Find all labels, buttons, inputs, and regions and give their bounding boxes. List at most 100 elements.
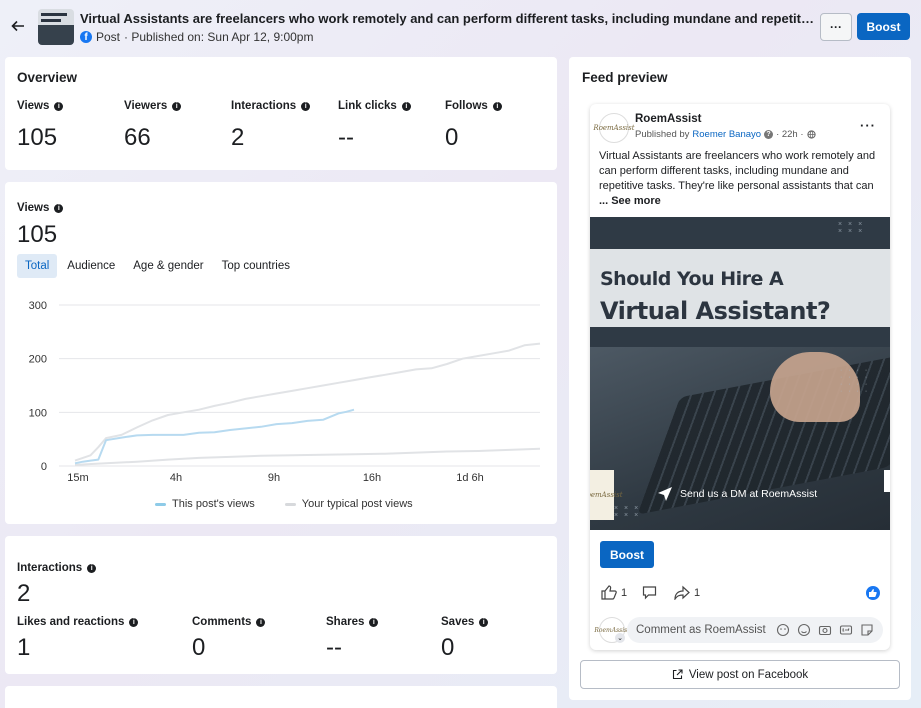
thumbs-up-icon [601, 585, 617, 600]
published-date: · Published on: Sun Apr 12, 9:00pm [124, 30, 314, 44]
x-tick-label: 4h [170, 472, 182, 484]
y-tick-label: 300 [29, 300, 47, 312]
tab-age-gender[interactable]: Age & gender [133, 260, 204, 272]
post-type: Post [96, 30, 121, 44]
legend-this-post: This post's views [155, 498, 255, 510]
interactions-value: 2 [17, 580, 31, 607]
view-on-facebook-label: View post on Facebook [688, 668, 809, 681]
image-cta: Send us a DM at RoemAssist [656, 485, 817, 503]
arrow-left-icon [11, 20, 24, 32]
views-line-chart: 0 100 200 300 15m 4h 9h 16h 1d 6h [29, 300, 541, 484]
overview-metric-label: Views i [17, 100, 64, 112]
x-tick-label: 9h [268, 472, 280, 484]
like-action[interactable]: 1 [601, 585, 627, 600]
image-headline-1: Should You Hire A [600, 268, 784, 290]
y-tick-label: 100 [29, 407, 47, 419]
author-name[interactable]: Roemer Banayo [692, 129, 762, 140]
like-reaction-icon [866, 586, 880, 600]
legend-typical: Your typical post views [284, 498, 413, 510]
image-headline-2: Virtual Assistant? [600, 297, 831, 325]
series-typical-lower-line [74, 447, 541, 466]
post-more-icon[interactable]: ··· [860, 118, 876, 133]
post-title: Virtual Assistants are freelancers who w… [80, 11, 816, 26]
legend-label: This post's views [172, 498, 255, 510]
carousel-edge [884, 470, 890, 492]
external-link-icon [672, 669, 683, 680]
overview-card: Overview Views i 105 Viewers i 66 Interactions… [5, 57, 557, 170]
views-card: Views i 105 Total Audience Age & gender … [5, 182, 557, 524]
interaction-metric-value: -- [326, 634, 342, 661]
legend-swatch [155, 502, 166, 506]
comment-tools [776, 623, 874, 637]
avatar-sticker-icon[interactable] [776, 623, 790, 637]
interaction-metric-label: Comments i [192, 616, 266, 628]
comment-action[interactable] [642, 585, 657, 600]
overview-metric-value: 105 [17, 124, 58, 151]
info-icon[interactable]: i [479, 617, 489, 627]
send-icon [658, 487, 672, 501]
sticker-icon[interactable] [860, 623, 874, 637]
info-icon[interactable]: i [301, 101, 311, 111]
overview-metric-label: Interactions i [231, 100, 311, 112]
interactions-label: Interactions i [17, 562, 97, 574]
share-action[interactable]: 1 [674, 585, 700, 600]
dot-pattern: · · · · · · · · · · · · · · · · [840, 367, 870, 395]
globe-icon [806, 130, 816, 139]
page-avatar[interactable]: RoemAssist [593, 113, 635, 143]
legend-label: Your typical post views [301, 498, 413, 510]
metric-label-text: Follows [445, 100, 488, 112]
metric-label-text: Shares [326, 616, 365, 628]
info-icon[interactable]: i [87, 563, 97, 573]
tab-total[interactable]: Total [17, 254, 58, 278]
y-tick-label: 0 [41, 461, 47, 473]
tab-top-countries[interactable]: Top countries [221, 260, 291, 272]
overview-metric-value: 0 [445, 124, 459, 151]
post-boost-button[interactable]: Boost [600, 541, 654, 568]
info-icon[interactable]: i [492, 101, 502, 111]
dot-pattern: × × × × × × [614, 505, 641, 519]
tab-audience[interactable]: Audience [67, 260, 116, 272]
facebook-icon: f [80, 31, 92, 43]
view-on-facebook-button[interactable]: View post on Facebook [580, 660, 900, 689]
metric-label-text: Link clicks [338, 100, 397, 112]
gif-icon[interactable] [839, 623, 853, 637]
series-typical-upper-line [74, 342, 541, 462]
info-icon[interactable]: i [54, 203, 64, 213]
series-this-post-line [74, 408, 355, 465]
page-name[interactable]: RoemAssist [635, 113, 702, 125]
info-icon[interactable]: i [54, 101, 64, 111]
views-label: Views i [17, 202, 64, 214]
info-icon[interactable]: i [172, 101, 182, 111]
help-icon: ? [764, 130, 774, 139]
see-more-link[interactable]: ... See more [599, 195, 661, 207]
interaction-metric-value: 0 [192, 634, 206, 661]
info-icon[interactable]: i [369, 617, 379, 627]
back-button[interactable] [6, 14, 30, 38]
like-count: 1 [621, 586, 628, 599]
comment-placeholder: Comment as RoemAssist [636, 624, 766, 636]
image-cta-text: Send us a DM at RoemAssist [680, 488, 818, 500]
post-time: · 22h · [776, 129, 804, 140]
more-options-button[interactable]: ··· [820, 13, 852, 41]
boost-button[interactable]: Boost [857, 13, 910, 40]
post-text: Virtual Assistants are freelancers who w… [599, 149, 883, 209]
interactions-label-text: Interactions [17, 562, 83, 574]
camera-icon[interactable] [818, 623, 832, 637]
info-icon[interactable]: i [256, 617, 266, 627]
emoji-icon[interactable] [797, 623, 811, 637]
share-icon [674, 585, 690, 600]
post-thumbnail [38, 9, 74, 45]
info-icon[interactable]: i [401, 101, 411, 111]
post-image[interactable]: × × × × × × Should You Hire A Virtual Ass… [590, 217, 890, 530]
legend-swatch [284, 502, 296, 506]
chart-legend: This post's views Your typical post view… [155, 498, 413, 510]
x-tick-label: 1d 6h [456, 472, 484, 484]
chevron-down-icon[interactable]: ⌄ [615, 633, 625, 643]
interactions-card: Interactions i 2 Likes and reactions i 1 Co… [5, 536, 557, 674]
info-icon[interactable]: i [129, 617, 139, 627]
views-value: 105 [17, 221, 58, 248]
published-by: Published by [635, 129, 690, 140]
overview-metric-label: Link clicks i [338, 100, 411, 112]
hand-image [770, 352, 860, 422]
post-body: Virtual Assistants are freelancers who w… [599, 150, 876, 192]
